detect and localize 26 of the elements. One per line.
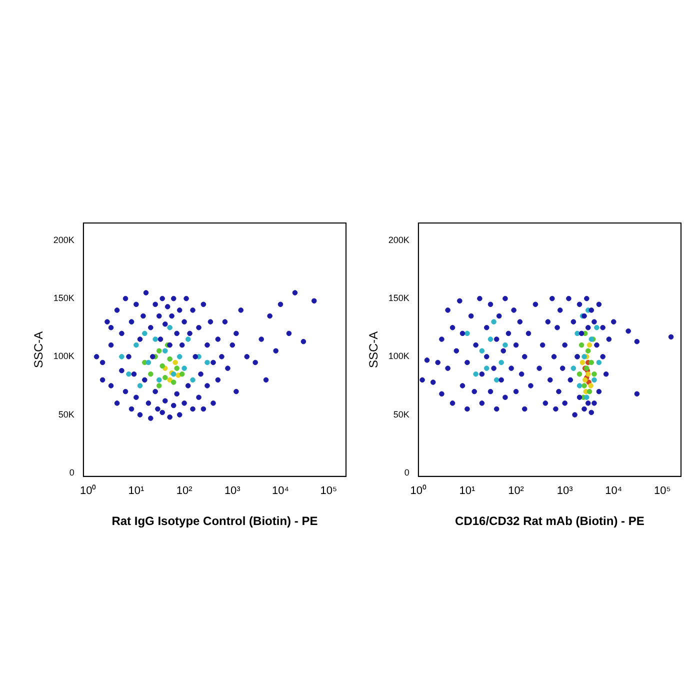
y-tick-label: 0 — [69, 467, 74, 478]
x-tick-label: 10² — [176, 485, 193, 498]
x-tick-label: 10² — [508, 485, 524, 498]
x-tick-label: 10⁰ — [80, 484, 96, 498]
y-tick-label: 150K — [388, 293, 410, 304]
y-tick-label: 100K — [53, 351, 74, 362]
y-tick-label: 200K — [388, 234, 410, 245]
y-axis-title: SSC-A — [32, 331, 46, 368]
x-tick-label: 10¹ — [459, 485, 476, 498]
y-axis-title: SSC-A — [366, 331, 381, 368]
x-tick-label: 10¹ — [128, 485, 144, 498]
x-tick-label: 10⁵ — [320, 485, 337, 498]
y-tick-label: 0 — [404, 467, 410, 478]
y-tick-label: 50K — [393, 409, 410, 420]
y-tick-label: 50K — [58, 409, 74, 420]
x-axis-title: Rat IgG Isotype Control (Biotin) - PE — [112, 514, 318, 528]
x-tick-label: 10⁴ — [605, 485, 622, 498]
x-tick-label: 10⁴ — [272, 485, 290, 498]
x-tick-label: 10³ — [556, 485, 574, 498]
x-tick-label: 10³ — [224, 485, 241, 498]
x-axis-title: CD16/CD32 Rat mAb (Biotin) - PE — [455, 514, 644, 528]
y-tick-label: 150K — [53, 293, 74, 304]
x-tick-label: 10⁵ — [654, 485, 671, 498]
x-tick-label: 10⁰ — [410, 484, 427, 498]
y-tick-label: 200K — [53, 234, 74, 245]
y-tick-label: 100K — [388, 351, 410, 362]
